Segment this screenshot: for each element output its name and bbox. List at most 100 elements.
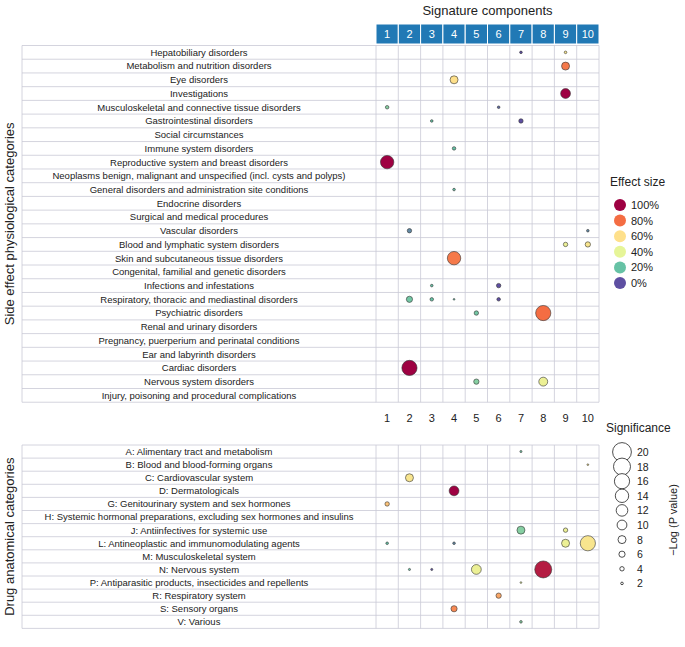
legend-label: 0% [631, 277, 647, 289]
legend-swatch [614, 277, 626, 289]
panel-label: Drug anatomical categories [2, 457, 17, 616]
column-label: 9 [562, 412, 568, 424]
row-label: P: Antiparasitic products, insecticides … [90, 577, 309, 588]
row-label: Infections and infestations [144, 280, 254, 291]
col-line [22, 445, 23, 628]
row-label: Psychiatric disorders [155, 307, 243, 318]
col-line [487, 46, 488, 403]
col-line [22, 46, 23, 403]
row-line [22, 72, 599, 73]
size-legend-label: −Log (P value) [667, 484, 679, 556]
row-line [22, 589, 599, 590]
row-line [22, 361, 599, 362]
col-line [576, 445, 577, 628]
row-line [22, 141, 599, 142]
bubble [449, 486, 459, 496]
bubble [380, 155, 393, 168]
row-label: H: Systemic hormonal preparations, exclu… [45, 511, 354, 522]
size-legend-circle [618, 536, 626, 544]
bubble [496, 283, 500, 287]
bubble [406, 296, 412, 302]
legend-label: 14 [637, 490, 649, 502]
header-cell [465, 24, 487, 44]
row-label: Endocrine disorders [157, 198, 242, 209]
bubble [520, 450, 522, 452]
bubble [587, 464, 589, 466]
legend-label: 12 [637, 504, 649, 516]
bubble [563, 528, 567, 532]
row-line [22, 347, 599, 348]
col-line [487, 445, 488, 628]
size-legend-circle [620, 567, 624, 571]
row-line [22, 562, 599, 563]
bubble [580, 536, 595, 551]
legend-label: 18 [637, 461, 649, 473]
col-line [599, 46, 600, 403]
row-line [22, 615, 599, 616]
bubble [453, 188, 456, 191]
bubble [385, 502, 389, 506]
bubble [520, 621, 523, 624]
row-label: Metabolism and nutrition disorders [126, 60, 271, 71]
bubble [453, 542, 456, 545]
bubble [452, 147, 456, 151]
row-line [22, 86, 599, 87]
legend-label: 4 [637, 563, 643, 575]
row-label: M: Musculoskeletal system [142, 551, 256, 562]
bubble [407, 229, 411, 233]
col-line [599, 445, 600, 628]
bubble [585, 242, 590, 247]
header-cell [532, 24, 554, 44]
legend-label: 80% [631, 215, 653, 227]
bubble [562, 62, 570, 70]
row-label: J: Antiinfectives for systemic use [131, 525, 268, 536]
bubble [561, 89, 571, 99]
column-label: 6 [496, 28, 502, 40]
column-label: 9 [562, 28, 568, 40]
column-label: 8 [540, 28, 546, 40]
row-line [22, 445, 599, 446]
col-line [532, 445, 533, 628]
row-line [22, 59, 599, 60]
row-label: Immune system disorders [145, 143, 254, 154]
row-label: Congenital, familial and genetic disorde… [112, 266, 286, 277]
col-line [465, 46, 466, 403]
header-cell [488, 24, 510, 44]
legend-label: 60% [631, 230, 653, 242]
row-line [22, 471, 599, 472]
col-line [554, 445, 555, 628]
bubble [385, 105, 389, 109]
bubble [447, 251, 460, 264]
legend-swatch [614, 230, 626, 242]
size-legend-circle [614, 474, 629, 489]
column-label: 1 [384, 412, 390, 424]
row-label: Neoplasms benign, malignant and unspecif… [52, 170, 345, 181]
row-line [22, 45, 599, 46]
row-line [22, 265, 599, 266]
header-cell [376, 24, 398, 44]
header-cell [421, 24, 443, 44]
header-cell [510, 24, 532, 44]
bubble [402, 360, 417, 375]
legend-label: 2 [637, 577, 643, 589]
column-label: 6 [496, 412, 502, 424]
column-label: 5 [473, 28, 479, 40]
col-line [376, 445, 377, 628]
legend-label: 6 [637, 548, 643, 560]
row-line [22, 458, 599, 459]
header-cell [443, 24, 465, 44]
col-line [554, 46, 555, 403]
row-label: Hepatobiliary disorders [150, 47, 247, 58]
legend-title: Effect size [610, 175, 665, 189]
bubble [453, 298, 455, 300]
legend-label: 20% [631, 261, 653, 273]
bubble [474, 379, 479, 384]
size-legend-circle [617, 520, 627, 530]
legend-label: 8 [637, 534, 643, 546]
column-label: 7 [518, 28, 524, 40]
row-label: Injury, poisoning and procedural complic… [102, 390, 297, 401]
column-label: 2 [406, 28, 412, 40]
row-label: General disorders and administration sit… [90, 184, 309, 195]
row-line [22, 210, 599, 211]
legend-swatch [614, 246, 626, 258]
